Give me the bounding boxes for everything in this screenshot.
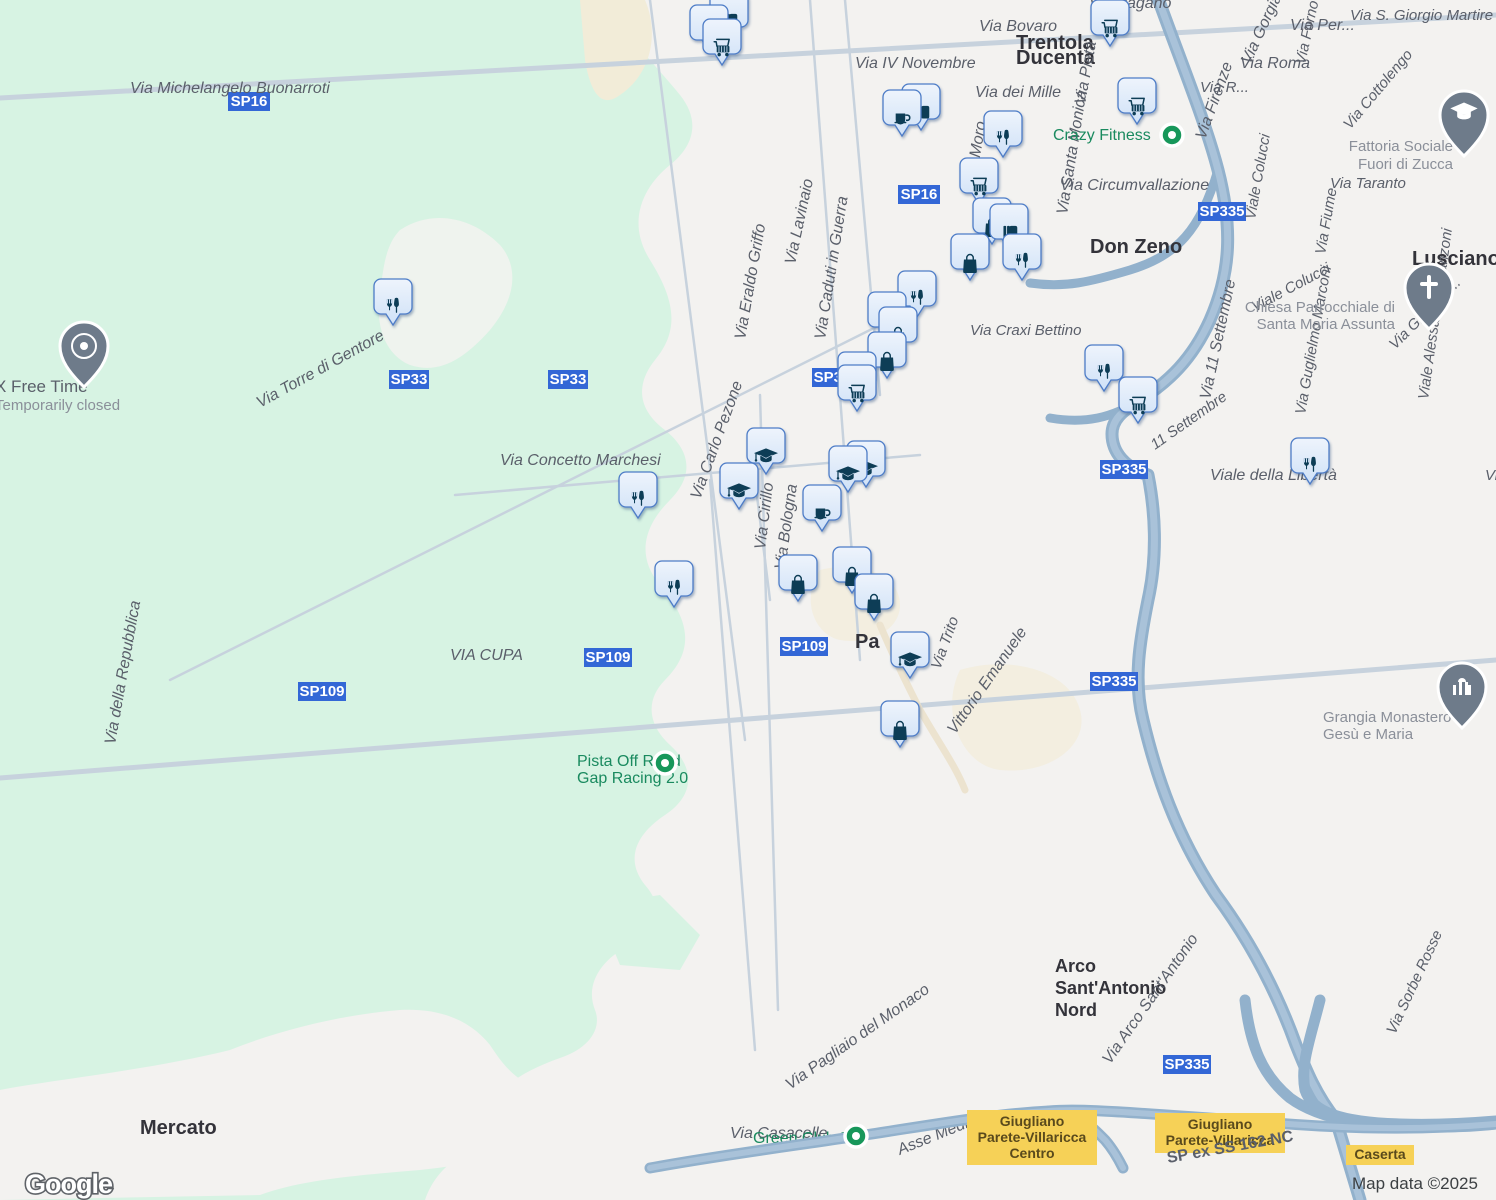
svg-text:Via Circumvallazione: Via Circumvallazione: [1060, 177, 1209, 194]
svg-text:SP335: SP335: [1091, 673, 1136, 690]
svg-text:Santa Maria Assunta: Santa Maria Assunta: [1257, 316, 1396, 333]
svg-text:Via IV Novembre: Via IV Novembre: [855, 55, 976, 72]
svg-text:Mercato: Mercato: [140, 1117, 217, 1139]
svg-text:Viale della..: Viale della..: [1485, 467, 1496, 484]
svg-text:Via S. Giorgio Martire: Via S. Giorgio Martire: [1350, 7, 1493, 24]
svg-text:Temporarily closed: Temporarily closed: [0, 397, 120, 414]
svg-text:Giugliano: Giugliano: [1188, 1116, 1253, 1132]
svg-text:Google: Google: [25, 1169, 113, 1199]
svg-text:Parete-Villaricca: Parete-Villaricca: [978, 1129, 1087, 1145]
svg-text:Grangia Monastero: Grangia Monastero: [1323, 709, 1451, 726]
svg-text:SP33: SP33: [550, 371, 587, 388]
svg-text:Chiesa Parrocchiale di: Chiesa Parrocchiale di: [1245, 299, 1395, 316]
svg-text:Fuori di Zucca: Fuori di Zucca: [1358, 156, 1454, 173]
svg-text:SP109: SP109: [781, 638, 826, 655]
svg-text:Giugliano: Giugliano: [1000, 1113, 1065, 1129]
svg-text:Via Michelangelo Buonarroti: Via Michelangelo Buonarroti: [130, 80, 330, 97]
svg-text:SP109: SP109: [585, 649, 630, 666]
svg-text:Via dei Mille: Via dei Mille: [975, 84, 1061, 101]
svg-text:Crazy Fitness: Crazy Fitness: [1053, 127, 1151, 144]
svg-text:Nord: Nord: [1055, 1000, 1097, 1020]
svg-text:SP335: SP335: [1199, 203, 1244, 220]
svg-text:Don Zeno: Don Zeno: [1090, 236, 1182, 258]
svg-text:SP109: SP109: [299, 683, 344, 700]
svg-text:SP33: SP33: [391, 371, 428, 388]
svg-text:Centro: Centro: [1009, 1145, 1054, 1161]
svg-text:Caserta: Caserta: [1354, 1146, 1406, 1162]
svg-text:Via Concetto Marchesi: Via Concetto Marchesi: [500, 452, 661, 469]
svg-text:SP335: SP335: [1164, 1056, 1209, 1073]
svg-text:Via Taranto: Via Taranto: [1330, 175, 1406, 192]
svg-text:SP16: SP16: [901, 186, 938, 203]
svg-text:Map data ©2025: Map data ©2025: [1352, 1174, 1478, 1193]
svg-text:Via Bovaro: Via Bovaro: [979, 18, 1057, 35]
svg-text:Arco: Arco: [1055, 956, 1096, 976]
svg-text:Gesù e Maria: Gesù e Maria: [1323, 726, 1414, 743]
svg-text:Pa: Pa: [855, 631, 880, 653]
svg-text:SP335: SP335: [1101, 461, 1146, 478]
svg-text:Via Craxi Bettino: Via Craxi Bettino: [970, 322, 1081, 339]
svg-text:Via R...: Via R...: [1200, 79, 1249, 96]
svg-text:VIA CUPA: VIA CUPA: [450, 647, 523, 664]
svg-text:X Free Time: X Free Time: [0, 377, 88, 396]
svg-text:Fattoria Sociale: Fattoria Sociale: [1349, 138, 1453, 155]
